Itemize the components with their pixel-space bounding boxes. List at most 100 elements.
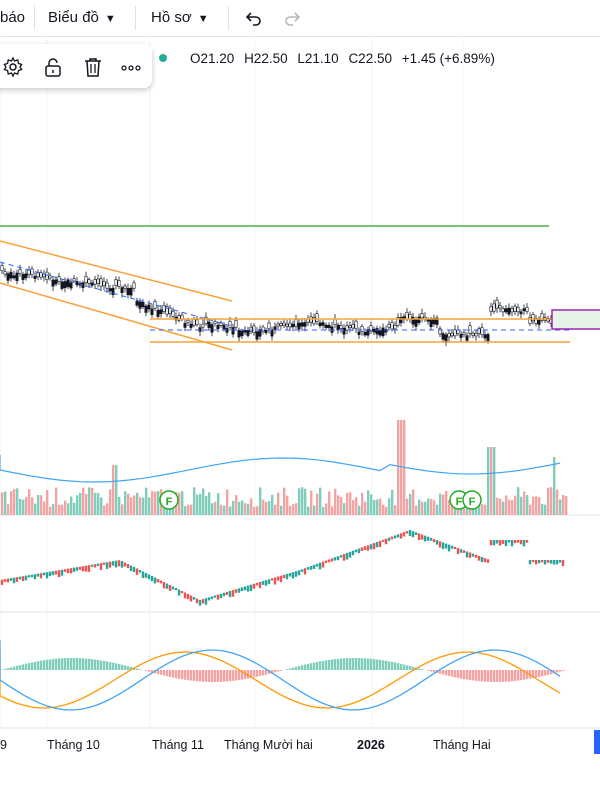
volume-bar [556, 489, 559, 515]
channel-lower-line [0, 282, 233, 351]
alert-button[interactable]: báo [0, 9, 26, 26]
candle-body [177, 315, 181, 321]
candle-body [405, 312, 409, 320]
candle-body [285, 323, 289, 327]
profile-menu-button[interactable]: Hồ sơ ▼ [151, 9, 209, 28]
candle-body [375, 328, 379, 335]
candle-body [387, 323, 391, 328]
channel-mid-line [0, 261, 233, 327]
oscillator-bar [333, 557, 337, 561]
toolbar-divider [34, 6, 35, 30]
macd-histogram-bar [226, 670, 229, 682]
oscillator-bar [84, 565, 88, 572]
candle-body [54, 279, 58, 285]
volume-bar [94, 492, 97, 515]
macd-histogram-bar [433, 670, 436, 673]
event-marker [462, 490, 482, 510]
candle-body [294, 319, 298, 327]
macd-histogram-bar [202, 670, 205, 682]
oscillator-bar [141, 571, 145, 579]
candle-body [195, 319, 199, 325]
macd-histogram-bar [448, 670, 451, 677]
trash-icon[interactable] [82, 56, 104, 78]
macd-histogram-bar [40, 660, 43, 670]
macd-histogram-bar [76, 658, 79, 670]
volume-bar [223, 505, 226, 515]
oscillator-bar [228, 591, 232, 598]
oscillator-bar [477, 555, 481, 561]
undo-icon[interactable] [243, 8, 263, 28]
candle-body [36, 272, 40, 278]
macd-histogram-bar [85, 658, 88, 670]
macd-histogram-bar [487, 670, 490, 682]
candle-body [447, 333, 451, 338]
candle-body [495, 299, 499, 309]
oscillator-bar [312, 564, 316, 570]
oscillator-bar [9, 578, 13, 581]
oscillator-bar [492, 540, 496, 546]
macd-histogram-bar [88, 658, 91, 670]
macd-histogram-bar [385, 660, 388, 670]
candle-body [3, 271, 7, 275]
macd-histogram-bar [361, 658, 364, 670]
macd-histogram-bar [22, 664, 25, 670]
oscillator-bar [234, 589, 238, 593]
profile-menu-label: Hồ sơ [151, 9, 192, 26]
lock-icon[interactable] [42, 56, 64, 78]
volume-bar [391, 489, 394, 515]
candle-body [213, 321, 217, 324]
volume-bar [325, 503, 328, 515]
selection-box [551, 309, 600, 330]
macd-histogram-bar [139, 669, 142, 670]
oscillator-bar [39, 573, 43, 579]
candle-body [255, 331, 259, 340]
oscillator-bar [510, 540, 514, 547]
volume-bar [142, 497, 145, 515]
candle-body [528, 316, 532, 324]
macd-histogram-bar [7, 668, 10, 670]
chart-menu-button[interactable]: Biểu đồ ▼ [48, 9, 116, 28]
volume-bar [187, 504, 190, 515]
volume-bar [430, 498, 433, 515]
candle-body [429, 318, 433, 328]
macd-histogram-bar [472, 670, 475, 681]
volume-bar [355, 497, 358, 515]
macd-histogram-bar [544, 670, 547, 676]
candle-body [129, 287, 133, 296]
volume-bar [247, 503, 250, 515]
macd-histogram-bar [79, 658, 82, 670]
redo-icon[interactable] [283, 8, 303, 28]
chart-drawings[interactable] [0, 225, 600, 351]
oscillator-bar [177, 589, 181, 596]
macd-histogram-bar [526, 670, 529, 680]
oscillator-bar [531, 560, 535, 563]
volume-bar [499, 498, 502, 515]
candle-body [6, 273, 10, 281]
volume-bar [376, 499, 379, 515]
volume-bar [547, 487, 550, 515]
macd-histogram-bar [4, 668, 7, 670]
oscillator-bar [294, 571, 298, 577]
volume-bar [118, 497, 121, 515]
oscillator-bar [363, 546, 367, 550]
candle-body [90, 282, 94, 286]
macd-histogram-bar [217, 670, 220, 682]
volume-bar [502, 501, 505, 515]
oscillator-bar [444, 543, 448, 549]
more-icon[interactable] [120, 56, 142, 78]
macd-histogram-bar [292, 667, 295, 670]
volume-bar [4, 491, 7, 515]
gear-icon[interactable] [2, 56, 24, 78]
oscillator-bar [243, 586, 247, 591]
macd-histogram-bar [370, 658, 373, 670]
oscillator-bar [447, 544, 451, 552]
macd-histogram-bar [145, 670, 148, 671]
volume-bar [319, 487, 322, 515]
volume-bar [112, 465, 115, 515]
oscillator-bar [123, 562, 127, 567]
candle-body [69, 282, 73, 289]
candle-body [72, 278, 76, 282]
volume-bar [244, 503, 247, 515]
